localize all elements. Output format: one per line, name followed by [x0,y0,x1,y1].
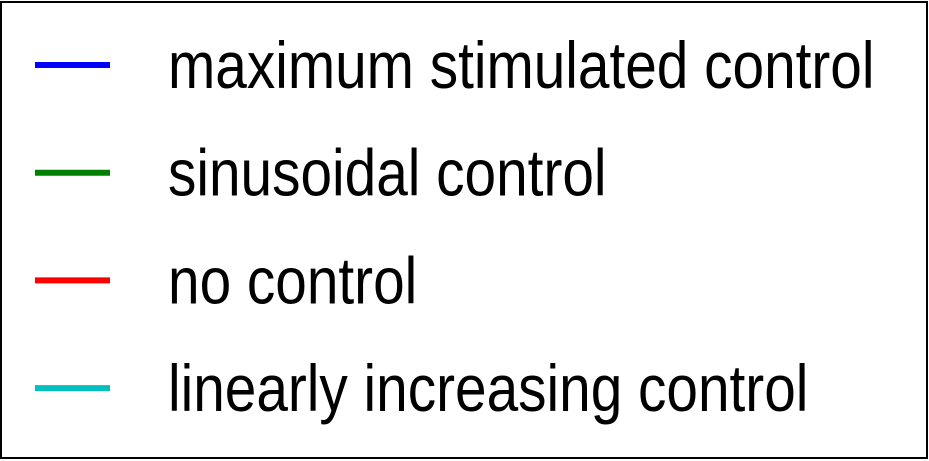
legend-label: maximum stimulated control [168,29,874,103]
legend-entry: no control [35,244,417,318]
legend-label: no control [168,244,417,318]
legend-entry: linearly increasing control [35,352,808,426]
legend-entry: maximum stimulated control [35,29,874,103]
legend-label: linearly increasing control [168,352,808,426]
legend-entry: sinusoidal control [35,137,607,211]
legend-label: sinusoidal control [168,137,607,211]
